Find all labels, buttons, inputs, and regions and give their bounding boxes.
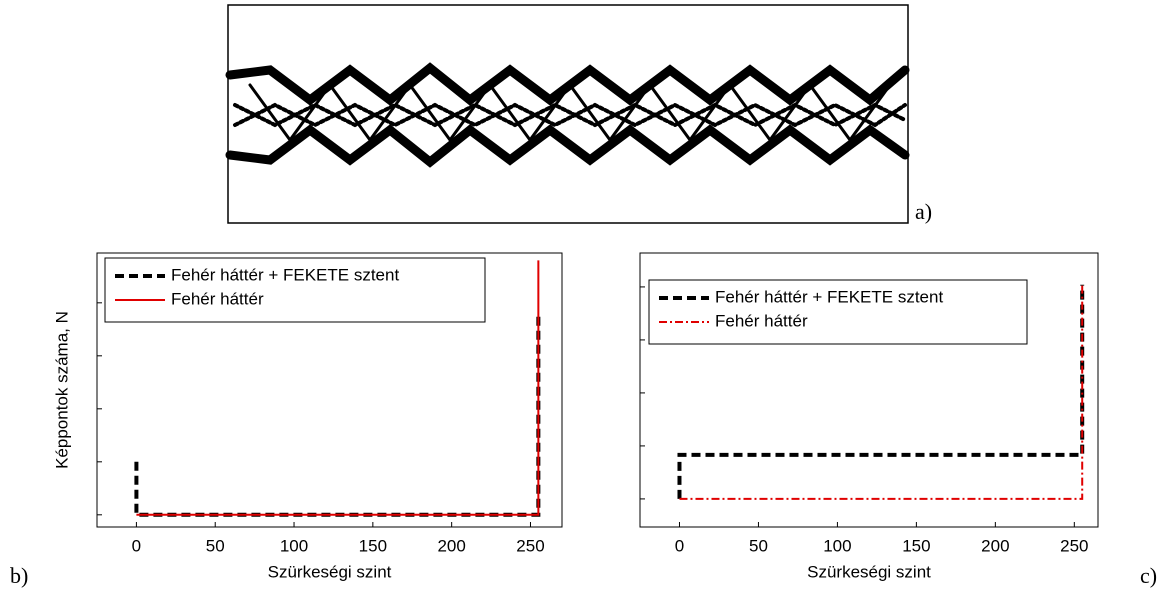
legend-label: Fehér háttér [715,311,808,330]
x-axis-label: Szürkeségi szint [268,562,392,581]
x-tick-label: 200 [437,536,465,555]
stent-image [230,68,905,162]
x-tick-label: 200 [981,536,1009,555]
legend-label: Fehér háttér + FEKETE sztent [715,287,943,306]
x-tick-label: 150 [359,536,387,555]
panel-label: b) [10,563,28,588]
x-tick-label: 100 [823,536,851,555]
panel-label: c) [1140,563,1157,588]
legend-label: Fehér háttér [171,289,264,308]
x-tick-label: 0 [132,536,141,555]
x-tick-label: 50 [206,536,225,555]
x-tick-label: 0 [675,536,684,555]
x-tick-label: 100 [280,536,308,555]
x-tick-label: 150 [902,536,930,555]
figure: a) 0 50 100 150 200 250 Szürkeségi szint Képpon… [0,0,1159,591]
x-axis-label: Szürkeségi szint [807,562,931,581]
panel-label: a) [915,199,932,224]
x-tick-label: 250 [516,536,544,555]
x-tick-label: 50 [749,536,768,555]
series-line [136,313,538,514]
x-tick-label: 250 [1060,536,1088,555]
y-axis-label: Képpontok száma, N [52,311,71,469]
legend-label: Fehér háttér + FEKETE sztent [171,265,399,284]
page: a) 0 50 100 150 200 250 Szürkeségi szint Képpon… [0,0,1159,591]
